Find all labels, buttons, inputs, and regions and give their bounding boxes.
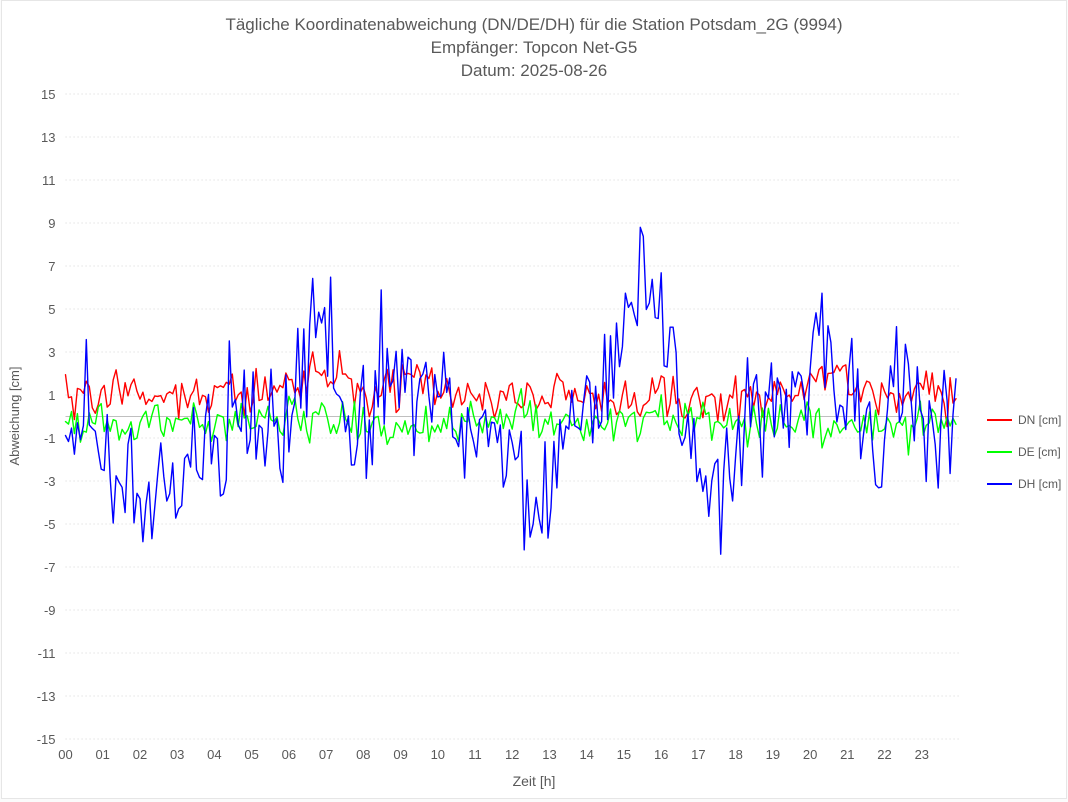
svg-text:3: 3 (48, 345, 55, 360)
svg-text:02: 02 (133, 747, 147, 762)
svg-text:05: 05 (244, 747, 258, 762)
svg-text:1: 1 (48, 388, 55, 403)
svg-text:16: 16 (654, 747, 668, 762)
svg-text:07: 07 (319, 747, 333, 762)
svg-text:17: 17 (691, 747, 705, 762)
svg-text:00: 00 (58, 747, 72, 762)
svg-text:19: 19 (766, 747, 780, 762)
svg-text:5: 5 (48, 302, 55, 317)
svg-text:14: 14 (579, 747, 593, 762)
svg-text:23: 23 (915, 747, 929, 762)
svg-text:08: 08 (356, 747, 370, 762)
svg-text:-13: -13 (37, 689, 56, 704)
svg-text:09: 09 (393, 747, 407, 762)
svg-text:15: 15 (41, 87, 55, 102)
svg-text:9: 9 (48, 216, 55, 231)
svg-text:7: 7 (48, 259, 55, 274)
svg-text:20: 20 (803, 747, 817, 762)
svg-text:04: 04 (207, 747, 221, 762)
svg-text:18: 18 (728, 747, 742, 762)
svg-text:01: 01 (95, 747, 109, 762)
svg-text:-3: -3 (44, 474, 56, 489)
svg-text:21: 21 (840, 747, 854, 762)
svg-text:22: 22 (877, 747, 891, 762)
svg-text:13: 13 (542, 747, 556, 762)
svg-text:06: 06 (282, 747, 296, 762)
svg-text:-7: -7 (44, 560, 56, 575)
svg-text:12: 12 (505, 747, 519, 762)
svg-text:-5: -5 (44, 517, 56, 532)
svg-text:11: 11 (468, 747, 482, 762)
svg-text:-9: -9 (44, 603, 56, 618)
svg-text:-15: -15 (37, 732, 56, 747)
svg-text:11: 11 (42, 173, 56, 188)
svg-text:15: 15 (617, 747, 631, 762)
svg-text:-11: -11 (38, 646, 56, 661)
svg-text:03: 03 (170, 747, 184, 762)
svg-text:13: 13 (41, 130, 55, 145)
svg-text:10: 10 (431, 747, 445, 762)
svg-text:-1: -1 (44, 431, 56, 446)
